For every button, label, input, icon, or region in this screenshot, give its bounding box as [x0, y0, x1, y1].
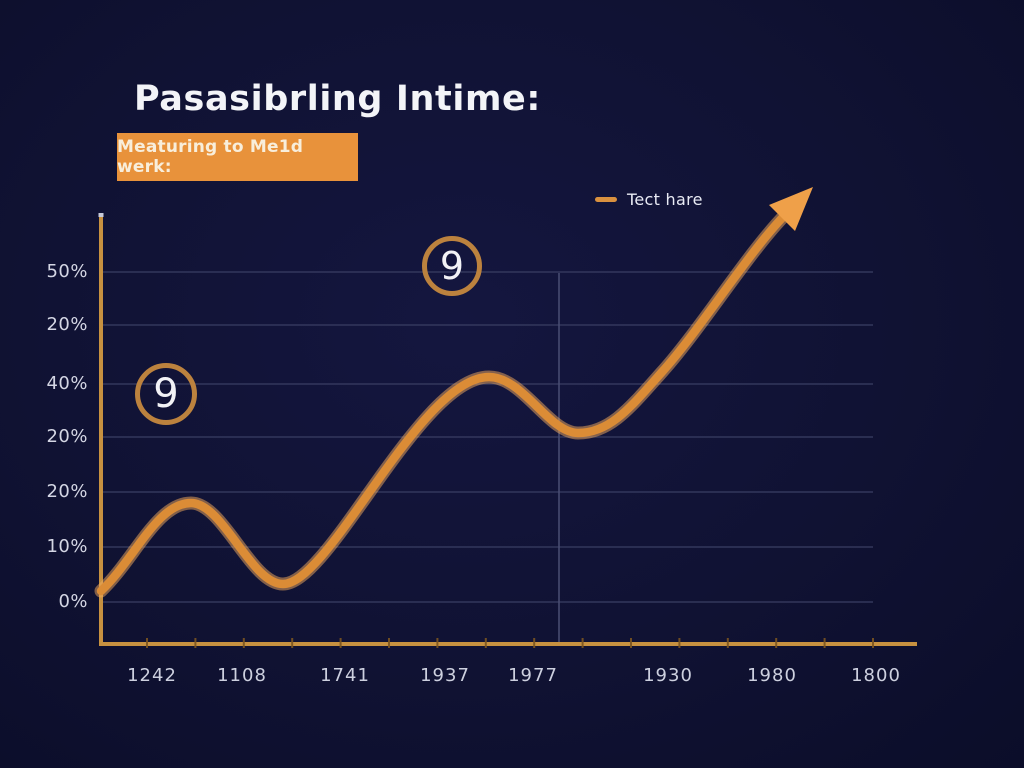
trend-arrowhead-icon [769, 187, 813, 231]
y-axis-line [99, 217, 103, 646]
x-axis-tick [533, 638, 536, 648]
x-axis-tick [339, 638, 342, 648]
y-axis-tick-label: 10% [46, 536, 88, 557]
x-axis-tick [678, 638, 681, 648]
chart-legend: Tect hare [595, 188, 703, 210]
x-axis-tick [581, 638, 584, 648]
series-line [96, 209, 791, 596]
x-axis-tick-label: 1242 [127, 665, 177, 686]
x-axis-tick-label: 1108 [217, 665, 267, 686]
y-axis-tick-label: 40% [46, 373, 88, 394]
x-axis-tick [146, 638, 148, 648]
x-axis-tick [291, 638, 294, 648]
x-axis-tick [823, 638, 826, 648]
x-axis-tick-label: 1800 [851, 665, 901, 686]
x-axis-tick-label: 1741 [320, 665, 370, 686]
y-axis-tick-label: 20% [46, 314, 88, 335]
legend-line-swatch-icon [595, 196, 617, 202]
x-axis-line [99, 642, 917, 646]
subtitle-badge: Meaturing to Me1d werk: [117, 133, 358, 181]
x-axis-tick-label: 1980 [747, 665, 797, 686]
x-axis-tick [630, 638, 632, 648]
x-axis-tick-label: 1930 [643, 665, 693, 686]
circled-number-marker: 9 [135, 363, 197, 425]
y-axis-cap [98, 213, 104, 217]
y-axis-tick-label: 50% [46, 261, 88, 282]
y-axis-labels: 50% 20% 40% 20% 20% 10% 0% [28, 0, 88, 768]
x-axis-tick [388, 638, 390, 648]
page-title: Pasasibrling Intime: [134, 79, 541, 120]
x-axis-tick [775, 638, 778, 648]
x-axis-tick-label: 1977 [508, 665, 558, 686]
legend-series-label: Tect hare [627, 189, 703, 209]
x-axis-tick [242, 638, 245, 648]
y-axis-tick-label: 0% [58, 591, 88, 612]
circled-number-marker: 9 [422, 236, 482, 296]
subtitle-badge-label: Meaturing to Me1d werk: [117, 137, 304, 177]
y-axis-tick-label: 20% [46, 426, 88, 447]
y-axis-tick-label: 20% [46, 481, 88, 502]
x-axis-tick [872, 638, 874, 648]
x-axis-tick [436, 638, 439, 648]
x-axis-tick [726, 638, 729, 648]
x-axis-tick [194, 638, 197, 648]
x-axis-tick-label: 1937 [420, 665, 470, 686]
x-axis-tick [484, 638, 487, 648]
